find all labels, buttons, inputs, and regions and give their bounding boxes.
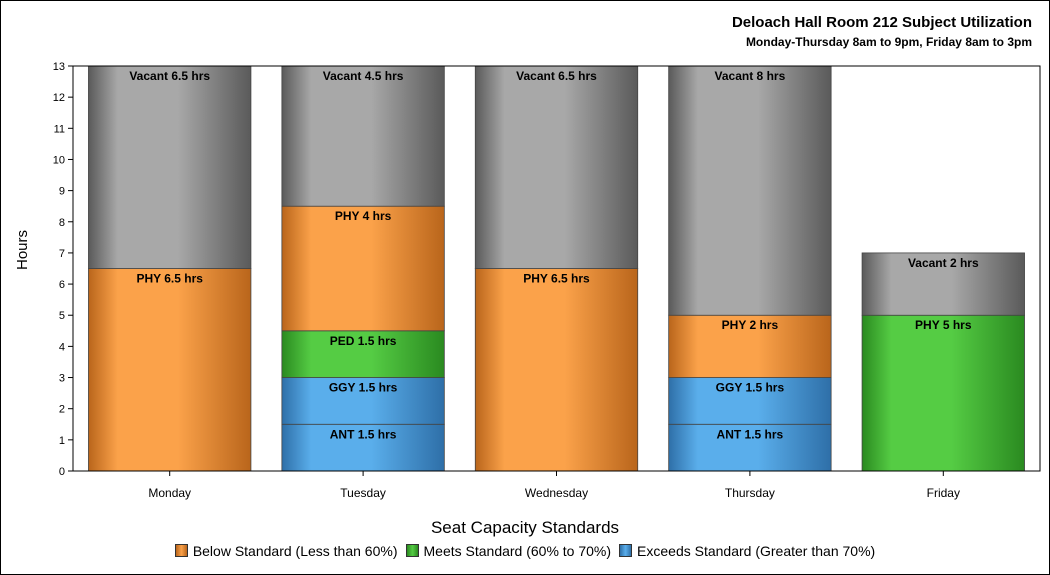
x-tick-label: Tuesday (340, 486, 386, 500)
bar-segment (474, 65, 639, 269)
segment-label: PHY 2 hrs (722, 318, 779, 332)
segment-label: ANT 1.5 hrs (717, 427, 784, 441)
bar-segment (281, 330, 445, 378)
y-tick-label: 13 (53, 61, 65, 73)
chart-subtitle: Monday-Thursday 8am to 9pm, Friday 8am t… (745, 35, 1032, 49)
y-tick-label: 0 (59, 466, 65, 478)
legend-swatch (619, 544, 633, 557)
chart-title: Deloach Hall Room 212 Subject Utilizatio… (731, 14, 1032, 31)
bar-segment (861, 314, 1025, 472)
bar-segment (668, 65, 832, 316)
segment-label: ANT 1.5 hrs (330, 427, 397, 441)
legend: Below Standard (Less than 60%) Meets Stan… (0, 543, 1050, 559)
bar-segment (88, 65, 252, 269)
y-tick-label: 2 (59, 404, 65, 416)
legend-item: Meets Standard (60% to 70%) (405, 543, 612, 559)
y-tick-label: 12 (53, 92, 65, 104)
bar-segment (281, 377, 445, 425)
y-tick-label: 7 (59, 248, 65, 260)
legend-title: Seat Capacity Standards (430, 518, 620, 537)
legend-swatch (174, 544, 188, 557)
segment-label: Vacant 2 hrs (908, 256, 979, 270)
segment-label: Vacant 6.5 hrs (129, 69, 210, 83)
y-tick-label: 11 (54, 123, 65, 135)
y-tick-label: 9 (59, 186, 65, 198)
legend-item: Exceeds Standard (Greater than 70%) (619, 543, 875, 559)
x-tick-label: Friday (927, 486, 960, 500)
y-tick-label: 6 (59, 279, 65, 291)
y-tick-label: 4 (59, 341, 65, 353)
legend-label: Below Standard (Less than 60%) (192, 543, 398, 559)
segment-label: Vacant 4.5 hrs (323, 69, 404, 83)
segment-label: Vacant 8 hrs (715, 69, 786, 83)
bar-segment (88, 268, 252, 472)
y-tick-label: 3 (59, 373, 65, 385)
segment-label: PHY 6.5 hrs (523, 272, 590, 286)
segment-label: PHY 6.5 hrs (136, 272, 203, 286)
y-tick-label: 10 (53, 154, 65, 166)
legend-label: Exceeds Standard (Greater than 70%) (637, 543, 876, 559)
bar-segment (281, 65, 445, 207)
legend-label: Meets Standard (60% to 70%) (423, 543, 612, 559)
segment-label: GGY 1.5 hrs (329, 381, 398, 395)
y-tick-label: 8 (59, 217, 65, 229)
segment-label: PHY 5 hrs (915, 318, 972, 332)
x-tick-label: Monday (148, 486, 191, 500)
y-tick-label: 5 (59, 310, 65, 322)
x-tick-label: Thursday (725, 486, 775, 500)
segment-label: PED 1.5 hrs (330, 334, 397, 348)
bar-segment (861, 252, 1025, 316)
bar-segment (281, 205, 445, 332)
legend-swatch (405, 544, 419, 557)
segment-label: Vacant 6.5 hrs (516, 69, 597, 83)
bar-segment (474, 268, 639, 472)
segment-label: GGY 1.5 hrs (716, 381, 785, 395)
segment-labels-group: PHY 6.5 hrs Vacant 6.5 hrs ANT 1.5 hrs GGY … (129, 69, 979, 441)
y-tick-label: 1 (59, 435, 65, 447)
bar-segment (668, 314, 832, 378)
legend-item: Below Standard (Less than 60%) (174, 543, 398, 559)
segment-label: PHY 4 hrs (335, 209, 392, 223)
bars-group (88, 65, 1025, 472)
bar-segment (281, 423, 445, 472)
x-tick-label: Wednesday (525, 486, 588, 500)
